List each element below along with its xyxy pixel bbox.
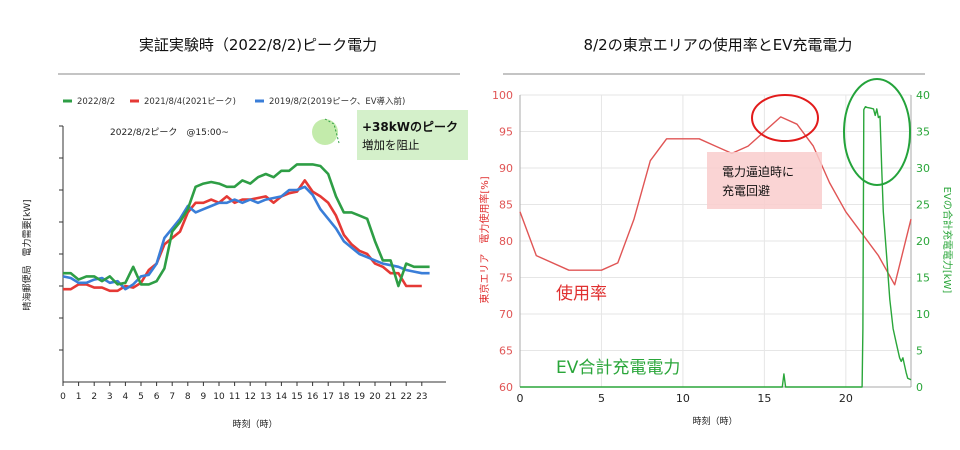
left-x-tick-label: 12: [244, 392, 255, 402]
usage-y-tick-label: 70: [499, 308, 513, 321]
right-chart: 60 65 70 75 80 85 90 95 100 0 5 10 15 20 25 30 35 40 0 5 1…: [478, 78, 954, 427]
ev-y-tick-label: 15: [916, 272, 930, 285]
ev-y-tick-label: 40: [916, 89, 930, 102]
left-x-tick-label: 14: [276, 392, 288, 402]
left-x-tick-label: 22: [400, 392, 411, 402]
right-x-tick-label: 0: [517, 392, 524, 405]
left-y-ticks: [59, 125, 63, 351]
usage-series-label: 使用率: [556, 283, 607, 304]
ev-y-tick-label: 0: [916, 381, 923, 394]
left-x-tick-label: 13: [260, 392, 271, 402]
right-x-ticks: 0 5 10 15 20: [517, 392, 853, 405]
left-series-line: [62, 185, 430, 291]
left-x-label: 時刻（時）: [232, 418, 277, 430]
legend-label: 2022/8/2: [77, 97, 115, 107]
ev-y-tick-label: 30: [916, 162, 930, 175]
right-x-tick-label: 5: [598, 392, 605, 405]
left-x-tick-label: 9: [201, 392, 207, 402]
charge-avoid-box: [707, 152, 822, 209]
ev-y-tick-label: 20: [916, 235, 930, 248]
left-series-line: [63, 163, 430, 288]
usage-y-tick-label: 60: [499, 381, 513, 394]
legend-label: 2019/8/2(2019ピーク、EV導入前): [269, 96, 405, 107]
right-series: [519, 105, 912, 388]
left-x-tick-label: 18: [338, 392, 350, 402]
right-grid: [519, 94, 911, 388]
peak-prevent-line2: 増加を阻止: [362, 138, 420, 152]
left-x-tick-label: 21: [385, 392, 396, 402]
peak-annotation: 2022/8/2ピーク @15:00~: [110, 127, 229, 138]
left-x-tick-label: 2: [91, 392, 97, 402]
left-x-tick-label: 6: [154, 392, 160, 402]
legend-label: 2021/8/4(2021ピーク): [144, 97, 236, 107]
ev-series-label: EV合計充電電力: [556, 358, 680, 378]
left-series: [62, 163, 430, 293]
left-x-tick-label: 1: [76, 392, 82, 402]
usage-y-tick-label: 80: [499, 235, 513, 248]
usage-y-tick-label: 90: [499, 162, 513, 175]
left-x-tick-label: 4: [123, 392, 129, 402]
left-x-tick-label: 19: [354, 392, 366, 402]
left-x-tick-label: 20: [369, 392, 381, 402]
left-series-line: [63, 179, 422, 293]
left-x-tick-label: 10: [213, 392, 225, 402]
left-x-tick-label: 8: [185, 392, 191, 402]
right-x-tick-label: 15: [757, 392, 771, 405]
legend: 2022/8/2 2021/8/4(2021ピーク) 2019/8/2(2019ピー…: [63, 96, 405, 107]
left-x-tick-label: 5: [138, 392, 144, 402]
usage-y-tick-label: 100: [492, 89, 513, 102]
right-x-label: 時刻（時）: [692, 415, 737, 427]
left-x-tick-label: 23: [416, 392, 427, 402]
usage-y-tick-label: 95: [499, 126, 513, 139]
ev-y-tick-label: 5: [916, 345, 923, 358]
left-x-ticks: 0 1 2 3 4 5 6 7 8 9 10 11 12 13 14 15 16 17 18 19 20 21 22 23: [60, 382, 428, 402]
usage-rate-line: [519, 116, 912, 286]
peak-usage-circle: [751, 94, 819, 142]
ev-charge-circle: [843, 78, 911, 186]
ev-y-ticks: 0 5 10 15 20 25 30 35 40: [916, 89, 930, 394]
left-x-tick-label: 0: [60, 392, 66, 402]
left-chart: 2022/8/2 2021/8/4(2021ピーク) 2019/8/2(2019ピー…: [21, 96, 468, 430]
right-x-tick-label: 20: [839, 392, 853, 405]
ev-y-tick-label: 10: [916, 308, 930, 321]
usage-y-tick-label: 75: [499, 272, 513, 285]
left-x-tick-label: 17: [322, 392, 333, 402]
left-x-tick-label: 15: [291, 392, 302, 402]
left-x-tick-label: 3: [107, 392, 113, 402]
left-y-label: 晴海郵便局 電力需要[kW]: [21, 199, 33, 310]
ev-y-tick-label: 35: [916, 126, 930, 139]
ev-y-label: EVの合計充電電力[kW]: [941, 187, 954, 294]
left-x-tick-label: 11: [229, 392, 240, 402]
left-chart-title: 実証実験時（2022/8/2)ピーク電力: [139, 36, 377, 54]
usage-y-tick-label: 65: [499, 345, 513, 358]
usage-y-tick-label: 85: [499, 199, 513, 212]
charge-avoid-line2: 充電回避: [722, 183, 770, 198]
ev-charge-line: [520, 105, 912, 388]
peak-prevent-box: [357, 110, 468, 160]
left-x-tick-label: 7: [169, 392, 175, 402]
charge-avoid-line1: 電力逼迫時に: [722, 165, 794, 179]
ev-y-tick-label: 25: [916, 199, 930, 212]
usage-y-label: 東京エリア 電力使用率[%]: [478, 176, 491, 303]
peak-prevent-line1: +38kWのピーク: [362, 120, 458, 134]
right-chart-title: 8/2の東京エリアの使用率とEV充電電力: [584, 36, 853, 54]
usage-y-ticks: 60 65 70 75 80 85 90 95 100: [492, 89, 513, 394]
left-x-tick-label: 16: [307, 392, 319, 402]
peak-highlight-circle: [312, 119, 338, 145]
right-x-tick-label: 10: [676, 392, 690, 405]
